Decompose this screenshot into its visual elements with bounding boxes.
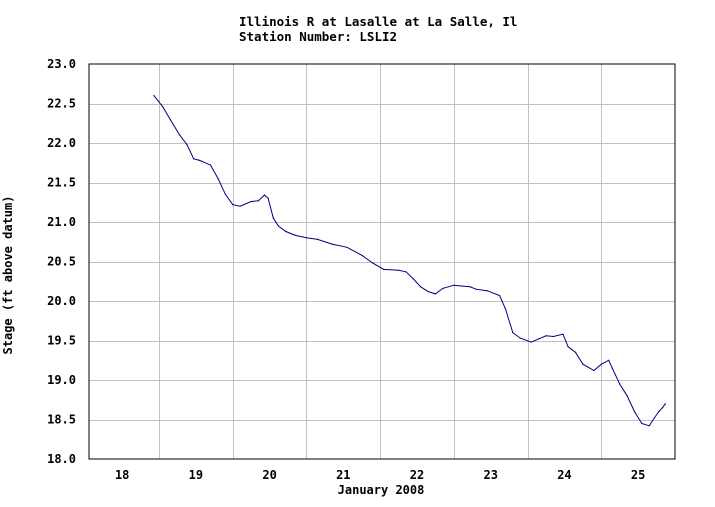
data-point — [512, 332, 514, 334]
data-point — [383, 268, 385, 270]
x-tick-label: 24 — [557, 468, 571, 482]
y-axis-label: Stage (ft above datum) — [1, 196, 15, 355]
data-point — [552, 335, 555, 338]
data-point — [499, 294, 501, 297]
data-point — [626, 395, 628, 397]
data-point — [398, 269, 400, 271]
data-point — [239, 205, 241, 207]
y-tick-label: 23.0 — [47, 57, 76, 71]
y-tick-label: 19.0 — [47, 373, 76, 387]
x-axis-ticks: 18 19 20 21 22 23 24 25 — [115, 468, 645, 482]
y-tick-label: 22.0 — [47, 136, 76, 150]
data-point — [153, 95, 155, 97]
y-tick-label: 21.5 — [47, 176, 76, 190]
data-point — [420, 286, 422, 288]
data-point — [272, 217, 274, 219]
data-point — [224, 193, 226, 195]
data-point — [648, 425, 650, 427]
data-point — [193, 158, 195, 160]
data-point — [582, 363, 584, 365]
stage-series-line — [153, 95, 666, 427]
data-point — [633, 411, 636, 413]
data-point — [661, 407, 664, 409]
x-tick-label: 20 — [262, 468, 276, 482]
data-point — [504, 308, 507, 310]
x-axis-label: January 2008 — [338, 483, 425, 497]
x-tick-label: 22 — [410, 468, 424, 482]
data-point — [619, 383, 621, 385]
x-tick-label: 23 — [483, 468, 497, 482]
x-tick-label: 19 — [189, 468, 203, 482]
data-point — [653, 417, 656, 419]
data-point — [250, 200, 252, 203]
data-point — [608, 359, 610, 361]
y-tick-label: 19.5 — [47, 334, 76, 348]
data-point — [232, 204, 234, 206]
data-point — [567, 346, 569, 348]
x-tick-label: 18 — [115, 468, 129, 482]
chart-subtitle: Station Number: LSLI2 — [239, 29, 397, 44]
y-tick-label: 20.0 — [47, 294, 76, 308]
y-tick-label: 21.0 — [47, 215, 76, 229]
y-tick-label: 18.5 — [47, 413, 76, 427]
x-tick-label: 21 — [336, 468, 350, 482]
chart-title: Illinois R at Lasalle at La Salle, Il — [239, 14, 517, 29]
data-point — [574, 351, 577, 353]
data-point — [361, 254, 363, 256]
data-point — [405, 271, 407, 273]
data-point — [562, 333, 564, 335]
y-axis-ticks: 18.0 18.5 19.0 19.5 20.0 20.5 21.0 21.5 22.0 22.5… — [47, 57, 76, 466]
data-point — [530, 341, 532, 343]
data-point — [442, 287, 444, 289]
data-point — [538, 338, 540, 340]
data-point — [664, 403, 667, 405]
data-point — [179, 134, 181, 136]
data-point — [475, 288, 477, 290]
data-point — [486, 290, 488, 292]
y-tick-label: 18.0 — [47, 452, 76, 466]
data-point — [199, 159, 201, 161]
data-point — [316, 238, 319, 240]
data-point — [372, 262, 374, 264]
data-point — [186, 144, 188, 146]
data-point — [257, 200, 260, 202]
data-point — [169, 118, 171, 120]
data-point — [267, 197, 269, 199]
data-point — [263, 194, 265, 196]
data-point — [285, 230, 287, 233]
data-point — [331, 243, 333, 245]
x-tick-label: 25 — [631, 468, 645, 482]
data-point — [162, 106, 164, 108]
data-point — [658, 411, 660, 413]
data-point — [453, 284, 455, 286]
data-point — [412, 278, 414, 280]
data-point — [217, 177, 219, 180]
data-point — [641, 422, 643, 425]
data-point — [545, 335, 547, 337]
data-point — [210, 164, 212, 166]
data-point — [600, 363, 602, 365]
data-point — [519, 337, 521, 339]
data-point — [294, 234, 296, 236]
y-tick-label: 22.5 — [47, 97, 76, 111]
plot-frame — [88, 63, 676, 460]
data-point — [434, 293, 436, 295]
data-point — [277, 225, 279, 227]
data-point — [346, 246, 348, 248]
data-point — [593, 369, 595, 372]
stage-data-points — [153, 95, 667, 427]
data-point — [305, 237, 307, 239]
y-tick-label: 20.5 — [47, 255, 76, 269]
data-point — [427, 290, 429, 293]
data-point — [611, 367, 613, 369]
data-point — [469, 286, 471, 288]
data-point — [460, 285, 462, 287]
